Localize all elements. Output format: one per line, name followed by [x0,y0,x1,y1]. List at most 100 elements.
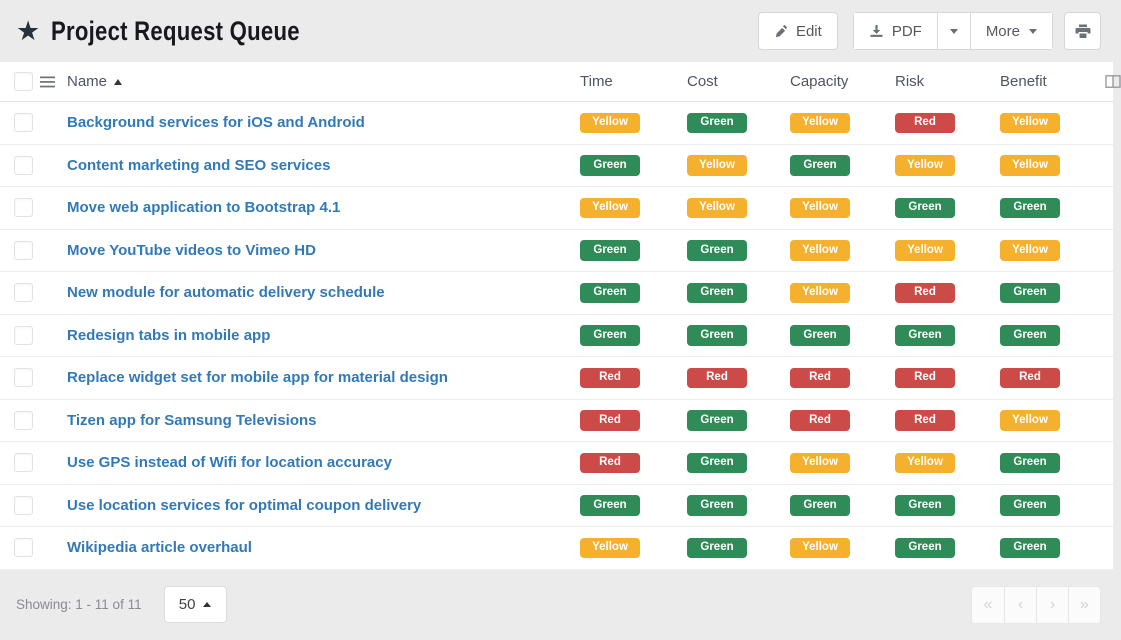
page-size-dropdown[interactable]: 50 [163,586,227,623]
row-name-link[interactable]: Replace widget set for mobile app for ma… [67,369,448,387]
columns-icon [1105,75,1121,88]
status-badge: Green [895,197,955,219]
table-row: Redesign tabs in mobile app Green Green … [0,314,1113,357]
status-badge: Green [687,410,747,431]
status-badge: Green [790,495,850,516]
row-name-link[interactable]: Move web application to Bootstrap 4.1 [67,199,341,217]
status-badge: Green [895,495,955,516]
last-page-button[interactable]: » [1068,586,1100,623]
status-badge: Red [895,282,955,304]
row-name-link[interactable]: Use GPS instead of Wifi for location acc… [67,454,392,472]
page-header: ★ Project Request Queue Edit PDF More [0,0,1121,62]
column-chooser-button[interactable] [1105,75,1121,88]
download-icon [870,25,883,37]
row-name-link[interactable]: Content marketing and SEO services [67,156,331,174]
row-checkbox[interactable] [14,155,33,175]
first-page-button[interactable]: « [972,586,1004,623]
row-name-link[interactable]: New module for automatic delivery schedu… [67,284,385,302]
pdf-button-label: PDF [891,22,922,40]
row-checkbox[interactable] [14,325,33,345]
status-badge: Red [895,410,955,431]
row-name-link[interactable]: Tizen app for Samsung Televisions [67,411,317,429]
toolbar: Edit PDF More [757,12,1101,50]
more-button[interactable]: More [969,13,1052,49]
table-row: Background services for iOS and Android … [0,102,1113,145]
status-badge: Yellow [895,155,955,176]
project-table: Name Time Cost Capacity Risk Benefit Bac… [0,62,1121,570]
pdf-dropdown-toggle[interactable] [936,13,970,49]
column-header-name-label: Name [67,73,108,90]
status-badge: Yellow [1000,240,1060,261]
status-badge: Green [790,325,850,346]
favorite-star-icon[interactable]: ★ [16,15,41,46]
status-badge: Green [687,282,747,304]
menu-handle-icon[interactable] [40,76,67,88]
status-badge: Yellow [895,240,955,261]
column-header-name[interactable]: Name [67,73,580,90]
column-header-capacity[interactable]: Capacity [790,73,895,90]
more-button-label: More [985,22,1020,40]
column-header-time-label: Time [580,73,613,90]
column-header-risk[interactable]: Risk [895,73,1000,90]
row-checkbox[interactable] [14,368,33,388]
row-name-link[interactable]: Redesign tabs in mobile app [67,326,271,344]
table-header-row: Name Time Cost Capacity Risk Benefit [0,62,1121,102]
status-badge: Green [687,240,747,261]
column-header-time[interactable]: Time [580,73,687,90]
status-badge: Green [687,325,747,346]
status-badge: Green [1000,537,1060,559]
row-checkbox[interactable] [14,410,33,430]
next-page-button[interactable]: › [1036,586,1068,623]
row-checkbox[interactable] [14,538,33,558]
table-row: New module for automatic delivery schedu… [0,272,1113,315]
print-button[interactable] [1064,12,1101,50]
status-badge: Green [580,155,640,176]
status-badge: Green [687,537,747,559]
row-checkbox[interactable] [14,113,33,133]
status-badge: Yellow [1000,155,1060,176]
previous-page-button[interactable]: ‹ [1004,586,1036,623]
edit-button[interactable]: Edit [757,12,838,50]
row-name-link[interactable]: Use location services for optimal coupon… [67,496,422,514]
row-checkbox[interactable] [14,453,33,473]
pdf-export-button[interactable]: PDF [853,13,937,49]
status-badge: Green [895,325,955,346]
status-badge: Yellow [1000,410,1060,431]
row-checkbox[interactable] [14,198,33,218]
status-badge: Green [687,495,747,516]
status-badge: Red [580,452,640,474]
row-name-link[interactable]: Move YouTube videos to Vimeo HD [67,241,316,259]
column-header-cost-label: Cost [687,73,718,90]
status-badge: Green [687,112,747,134]
showing-count-label: Showing: 1 - 11 of 11 [16,597,142,612]
status-badge: Red [895,112,955,134]
pencil-icon [775,24,787,38]
status-badge: Red [687,367,747,389]
status-badge: Yellow [790,112,850,134]
edit-button-label: Edit [795,22,822,40]
column-header-risk-label: Risk [895,73,925,90]
row-name-link[interactable]: Wikipedia article overhaul [67,539,252,557]
row-checkbox[interactable] [14,495,33,515]
pagination: « ‹ › » [971,585,1101,624]
row-checkbox[interactable] [14,283,33,303]
row-checkbox[interactable] [14,240,33,260]
status-badge: Green [1000,452,1060,474]
row-name-link[interactable]: Background services for iOS and Android [67,114,365,132]
status-badge: Red [1000,367,1060,389]
table-row: Tizen app for Samsung Televisions Red Gr… [0,399,1113,442]
status-badge: Green [580,282,640,304]
table-row: Replace widget set for mobile app for ma… [0,357,1113,400]
column-header-cost[interactable]: Cost [687,73,790,90]
status-badge: Green [580,325,640,346]
status-badge: Yellow [687,197,747,219]
column-header-benefit-label: Benefit [1000,73,1047,90]
select-all-checkbox[interactable] [14,72,33,91]
table-footer: Showing: 1 - 11 of 11 50 « ‹ › » [0,569,1121,640]
status-badge: Yellow [1000,112,1060,134]
status-badge: Red [580,367,640,389]
status-badge: Red [895,367,955,389]
page-title: Project Request Queue [51,15,300,46]
column-header-benefit[interactable]: Benefit [1000,73,1105,90]
chevron-up-icon [203,602,212,607]
